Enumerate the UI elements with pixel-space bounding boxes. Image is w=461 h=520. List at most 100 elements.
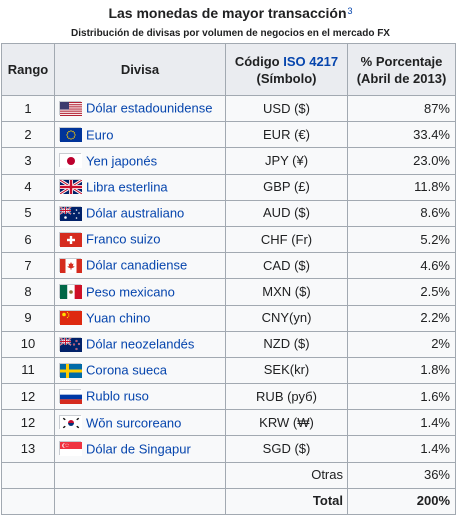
rank-cell: 6 bbox=[1, 225, 55, 254]
table-subtitle: Distribución de divisas por volumen de n… bbox=[71, 28, 390, 39]
currency-link[interactable]: Franco suizo bbox=[86, 231, 161, 247]
rank-cell: 7 bbox=[1, 252, 55, 280]
currency-link[interactable]: Yen japonés bbox=[86, 153, 158, 169]
total-percentage: 200% bbox=[347, 487, 456, 516]
currency-cell: Yen japonés bbox=[54, 147, 226, 175]
code-cell: SEK(kr) bbox=[225, 356, 348, 385]
eu-flag-icon[interactable] bbox=[59, 127, 82, 143]
ru-flag-icon[interactable] bbox=[59, 388, 82, 404]
header-percentage[interactable]: % Porcentaje (Abril de 2013) bbox=[347, 43, 456, 96]
currency-cell: Corona sueca bbox=[54, 356, 226, 385]
percentage-cell: 1.6% bbox=[347, 383, 456, 411]
currency-cell: Peso mexicano bbox=[54, 278, 226, 306]
se-flag-icon[interactable] bbox=[59, 362, 82, 378]
ch-flag-icon[interactable] bbox=[59, 231, 82, 247]
reference-link[interactable]: 3 bbox=[347, 6, 353, 16]
table-body: 1 Dólar estadounidense USD ($) 87% 2 Euro EUR … bbox=[1, 94, 456, 463]
percentage-cell: 33.4% bbox=[347, 121, 456, 149]
currency-cell: Franco suizo bbox=[54, 225, 226, 254]
table-row: 12 Rublo ruso RUB (руб) 1.6% bbox=[1, 383, 456, 411]
jp-flag-icon[interactable] bbox=[59, 153, 82, 169]
currency-cell: Dólar neozelandés bbox=[54, 330, 226, 358]
currency-link[interactable]: Dólar estadounidense bbox=[86, 100, 213, 116]
header-row: Rango Divisa Código ISO 4217 (Símbolo) %… bbox=[1, 43, 456, 96]
currency-link[interactable]: Wŏn surcoreano bbox=[86, 415, 182, 431]
code-cell: SGD ($) bbox=[225, 435, 348, 463]
table-row: 4 Libra esterlina GBP (£) 11.8% bbox=[1, 173, 456, 201]
code-cell: NZD ($) bbox=[225, 330, 348, 358]
currency-link[interactable]: Dólar australiano bbox=[86, 205, 185, 221]
blank-cell bbox=[1, 487, 55, 516]
cn-flag-icon[interactable] bbox=[59, 310, 82, 326]
header-code[interactable]: Código ISO 4217 (Símbolo) bbox=[225, 43, 348, 96]
currency-link[interactable]: Dólar neozelandés bbox=[86, 336, 195, 352]
currency-link[interactable]: Euro bbox=[86, 127, 114, 143]
currency-link[interactable]: Corona sueca bbox=[86, 362, 167, 378]
header-code-prefix: Código bbox=[234, 53, 280, 69]
table-row: 9 Yuan chino CNY(yn) 2.2% bbox=[1, 304, 456, 332]
percentage-cell: 1.8% bbox=[347, 356, 456, 385]
kr-flag-icon[interactable] bbox=[59, 415, 82, 431]
nz-flag-icon[interactable] bbox=[59, 336, 82, 352]
currency-cell: Dólar australiano bbox=[54, 199, 226, 227]
currency-link[interactable]: Dólar canadiense bbox=[86, 258, 188, 273]
rank-cell: 12 bbox=[1, 409, 55, 437]
currency-cell: Dólar canadiense bbox=[54, 252, 226, 280]
percentage-cell: 2.5% bbox=[347, 278, 456, 306]
table-row: 5 Dólar australiano AUD ($) 8.6% bbox=[1, 199, 456, 227]
code-cell: RUB (руб) bbox=[225, 383, 348, 411]
table-row: 12 Wŏn surcoreano KRW (₩) 1.4% bbox=[1, 409, 456, 437]
iso-4217-link[interactable]: ISO 4217 bbox=[283, 53, 339, 69]
percentage-cell: 4.6% bbox=[347, 252, 456, 280]
code-cell: CAD ($) bbox=[225, 252, 348, 280]
rank-cell: 4 bbox=[1, 173, 55, 201]
table-row: 3 Yen japonés JPY (¥) 23.0% bbox=[1, 147, 456, 175]
header-pct-line1: % Porcentaje bbox=[360, 53, 443, 69]
blank-cell bbox=[54, 487, 226, 516]
other-row: Otras 36% bbox=[1, 461, 456, 489]
header-currency[interactable]: Divisa bbox=[54, 43, 226, 96]
table-row: 2 Euro EUR (€) 33.4% bbox=[1, 121, 456, 149]
percentage-cell: 11.8% bbox=[347, 173, 456, 201]
currency-cell: Libra esterlina bbox=[54, 173, 226, 201]
currency-link[interactable]: Yuan chino bbox=[86, 310, 151, 326]
rank-cell: 9 bbox=[1, 304, 55, 332]
code-cell: CHF (Fr) bbox=[225, 225, 348, 254]
sg-flag-icon[interactable] bbox=[59, 441, 82, 457]
code-cell: CNY(yn) bbox=[225, 304, 348, 332]
table-row: 13 Dólar de Singapur SGD ($) 1.4% bbox=[1, 435, 456, 463]
rank-cell: 3 bbox=[1, 147, 55, 175]
other-label: Otras bbox=[225, 461, 348, 489]
us-flag-icon[interactable] bbox=[59, 100, 82, 116]
gb-flag-icon[interactable] bbox=[59, 179, 83, 196]
currency-cell: Euro bbox=[54, 121, 226, 149]
currency-link[interactable]: Dólar de Singapur bbox=[86, 441, 191, 457]
percentage-cell: 1.4% bbox=[347, 435, 456, 463]
percentage-cell: 23.0% bbox=[347, 147, 456, 175]
code-cell: GBP (£) bbox=[225, 173, 348, 201]
blank-cell bbox=[1, 461, 55, 489]
mx-flag-icon[interactable] bbox=[59, 284, 82, 300]
ca-flag-icon[interactable] bbox=[59, 258, 82, 273]
percentage-cell: 87% bbox=[347, 94, 456, 123]
percentage-cell: 1.4% bbox=[347, 409, 456, 437]
table-row: 11 Corona sueca SEK(kr) 1.8% bbox=[1, 356, 456, 385]
percentage-cell: 2% bbox=[347, 330, 456, 358]
currency-link[interactable]: Libra esterlina bbox=[86, 179, 168, 195]
currency-table: Rango Divisa Código ISO 4217 (Símbolo) %… bbox=[1, 43, 456, 516]
code-cell: AUD ($) bbox=[225, 199, 348, 227]
currency-link[interactable]: Rublo ruso bbox=[86, 388, 149, 404]
rank-cell: 8 bbox=[1, 278, 55, 306]
table-row: 7 Dólar canadiense CAD ($) 4.6% bbox=[1, 252, 456, 280]
currency-cell: Wŏn surcoreano bbox=[54, 409, 226, 437]
currency-link[interactable]: Peso mexicano bbox=[86, 284, 175, 300]
code-cell: KRW (₩) bbox=[225, 409, 348, 437]
au-flag-icon[interactable] bbox=[59, 205, 82, 221]
code-cell: EUR (€) bbox=[225, 121, 348, 149]
total-row: Total 200% bbox=[1, 487, 456, 516]
table-row: 8 Peso mexicano MXN ($) 2.5% bbox=[1, 278, 456, 306]
rank-cell: 10 bbox=[1, 330, 55, 358]
header-rank[interactable]: Rango bbox=[1, 43, 55, 96]
blank-cell bbox=[54, 461, 226, 489]
